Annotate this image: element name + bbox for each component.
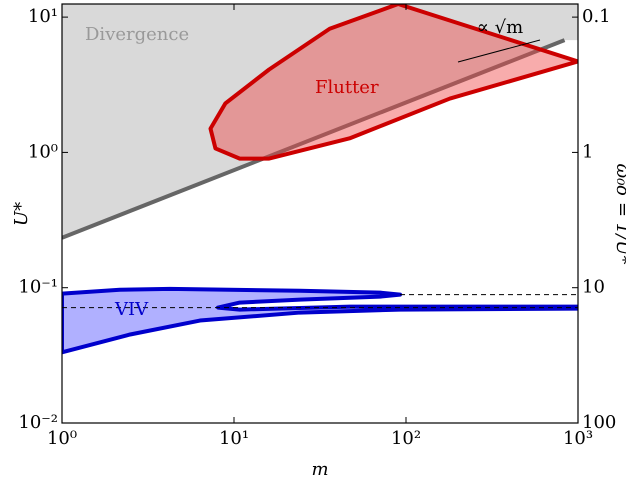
x-tick-label: 10³ bbox=[563, 428, 593, 449]
annotation: ∝ √m bbox=[477, 17, 523, 38]
y2-tick-label: 1 bbox=[582, 141, 593, 162]
y2-tick-label: 100 bbox=[582, 412, 616, 433]
y2-tick-label: 0.1 bbox=[582, 6, 611, 27]
boundary-line bbox=[62, 38, 566, 240]
y2-tick-label: 10 bbox=[582, 277, 605, 298]
y-tick-label: 10¹ bbox=[28, 6, 58, 27]
frame bbox=[61, 3, 579, 424]
plot-area bbox=[62, 4, 578, 355]
region bbox=[208, 4, 578, 161]
annotation-line bbox=[457, 39, 541, 63]
y-axis-label: U* bbox=[11, 202, 32, 226]
region bbox=[62, 286, 578, 355]
region-label: VIV bbox=[114, 299, 149, 320]
y-tick-label: 10⁻² bbox=[18, 412, 58, 433]
x-tick-label: 10⁰ bbox=[47, 428, 77, 449]
x-tick-label: 10¹ bbox=[219, 428, 249, 449]
y2-axis-label: ω₀δ = 1/U* bbox=[612, 164, 626, 265]
region-fill bbox=[62, 4, 578, 238]
region-label: Divergence bbox=[85, 24, 189, 45]
y-tick-label: 10⁰ bbox=[28, 141, 58, 162]
y-tick-label: 10⁻¹ bbox=[18, 277, 58, 298]
x-axis-label: m bbox=[311, 459, 328, 480]
region-label: Flutter bbox=[315, 77, 379, 98]
x-tick-label: 10² bbox=[391, 428, 421, 449]
